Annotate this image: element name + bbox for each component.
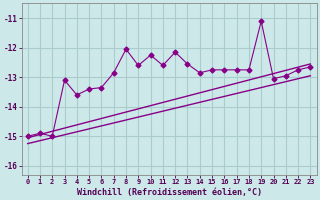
- X-axis label: Windchill (Refroidissement éolien,°C): Windchill (Refroidissement éolien,°C): [76, 188, 261, 197]
